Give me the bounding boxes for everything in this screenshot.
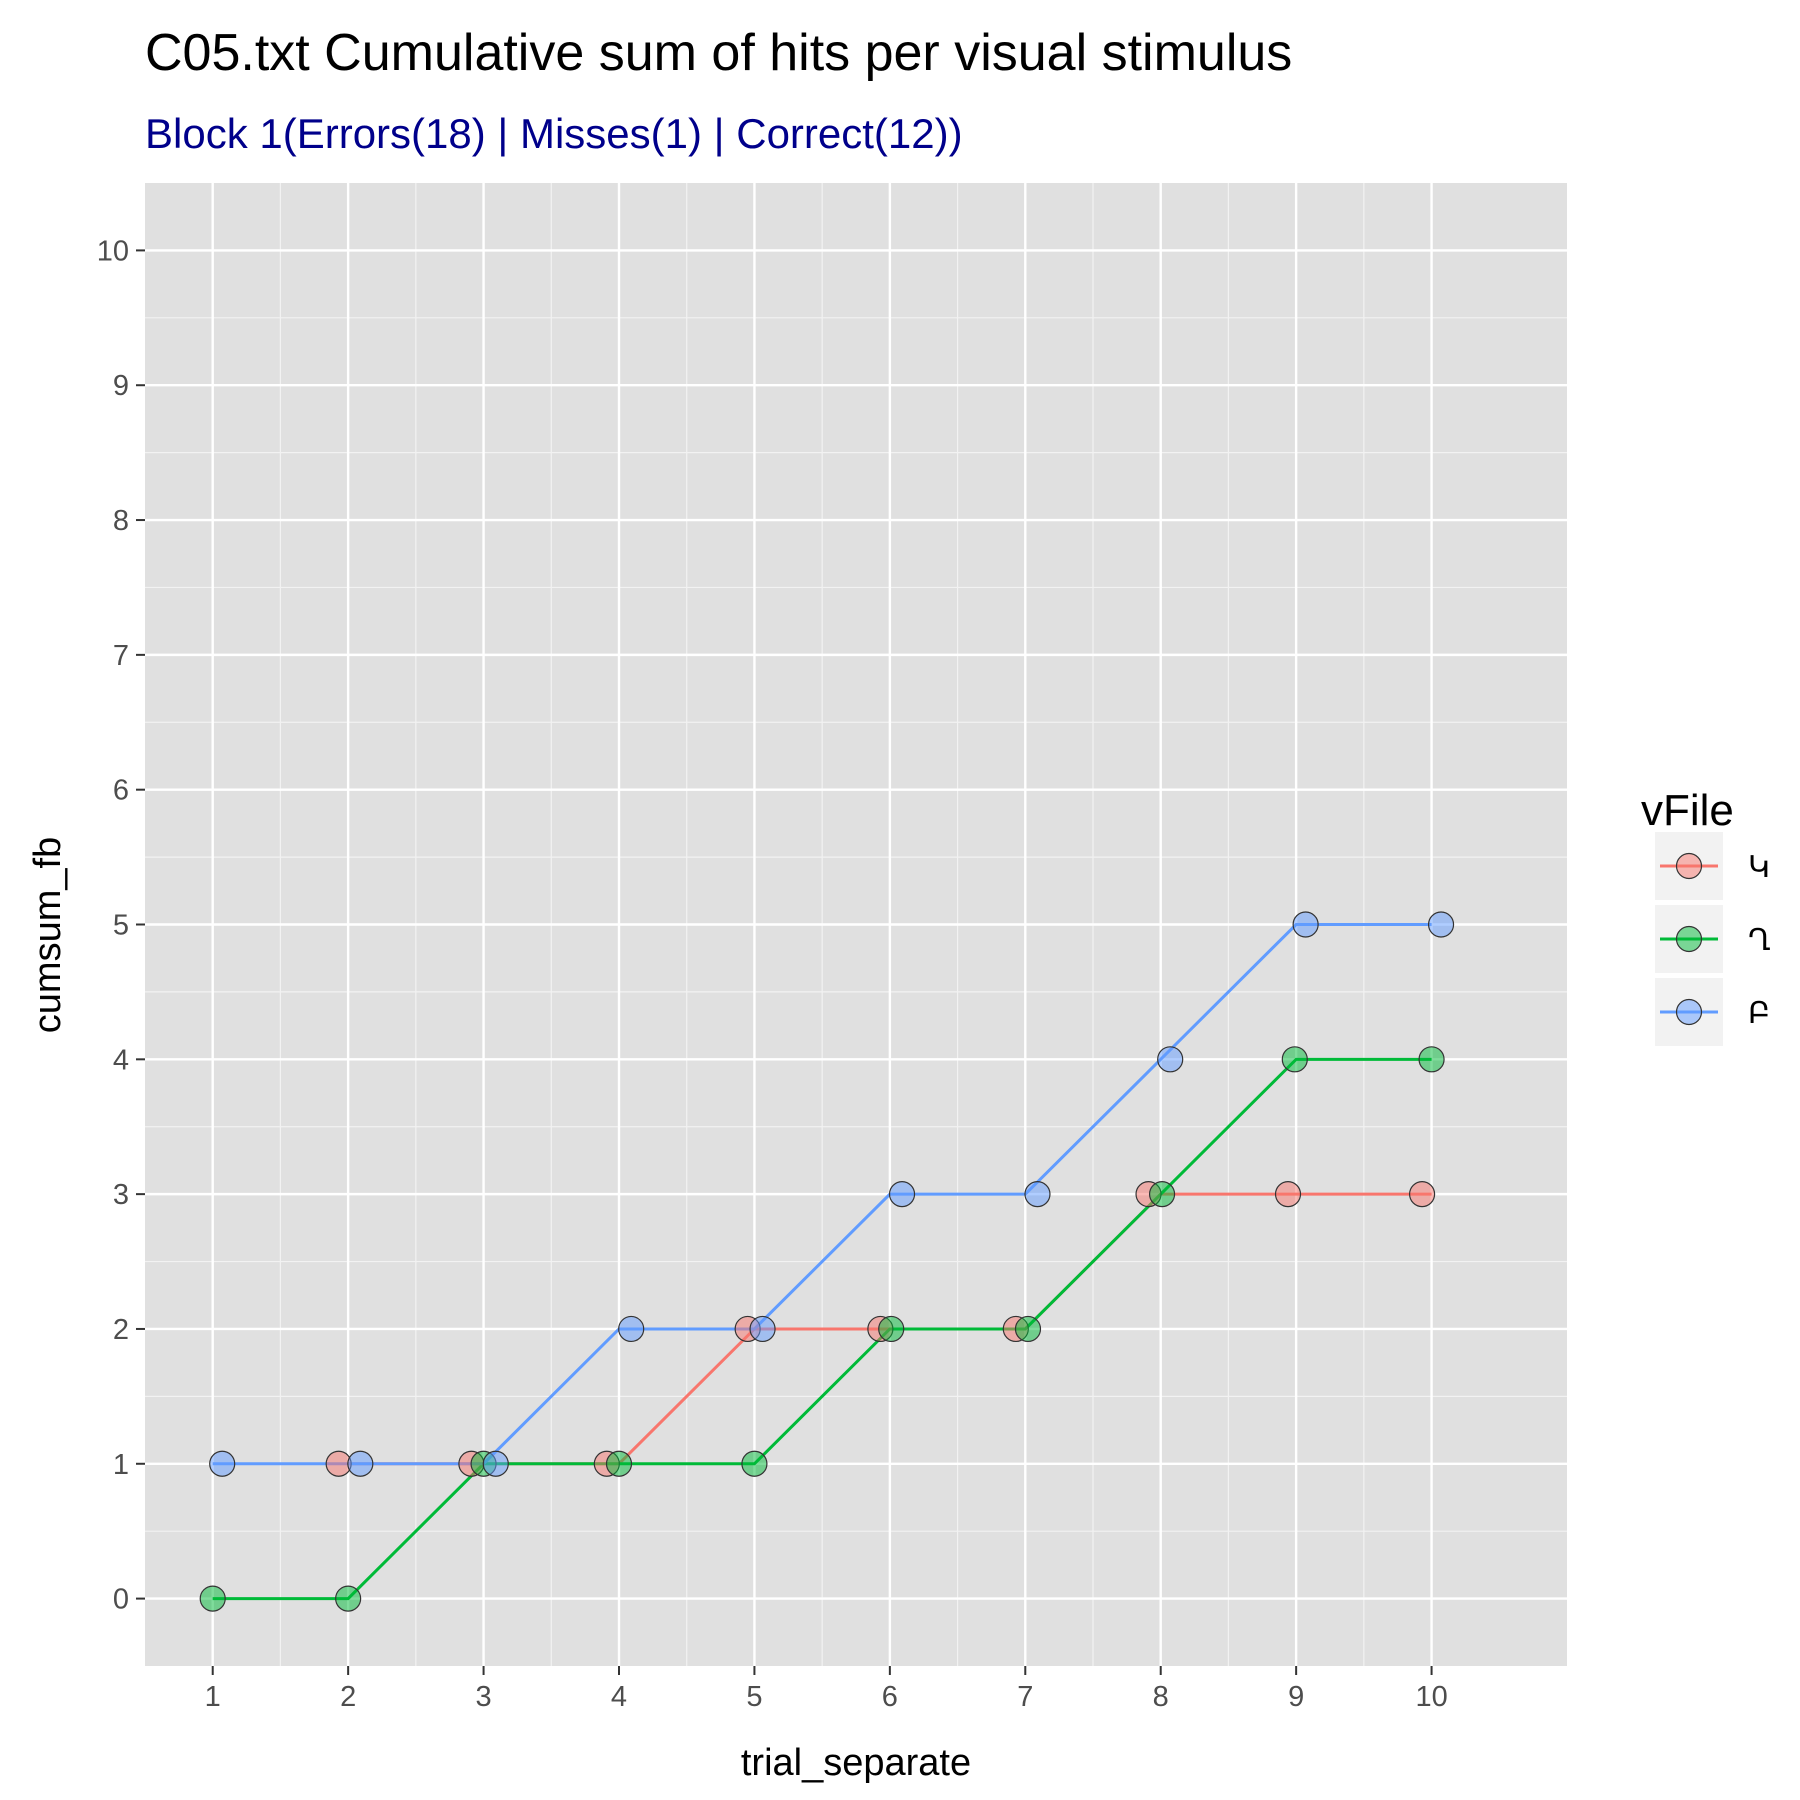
series-point-1 — [1274, 1181, 1302, 1208]
y-tick-label: 0 — [113, 1584, 129, 1616]
series-layer — [199, 911, 1455, 1612]
series-point-2 — [1281, 1046, 1308, 1073]
y-tick-label: 5 — [113, 910, 129, 942]
series-point-3 — [749, 1315, 776, 1343]
x-tick-label: 6 — [882, 1681, 898, 1713]
legend-key-point — [1675, 852, 1703, 880]
legend: vFile Կ Ղ Բ — [1641, 786, 1771, 1046]
y-tick-label: 4 — [113, 1044, 129, 1076]
x-tick-label: 1 — [205, 1681, 221, 1713]
y-axis-title: cumsum_fb — [27, 837, 69, 1033]
legend-title: vFile — [1641, 786, 1734, 835]
series-point-3 — [347, 1450, 374, 1477]
x-tick-label: 8 — [1153, 1681, 1169, 1713]
axes: 0 1 2 3 4 5 6 7 8 9 10 1 2 3 4 5 6 7 8 9 10 — [97, 235, 1448, 1713]
x-tick-label: 5 — [746, 1681, 762, 1713]
y-tick-label: 2 — [113, 1314, 129, 1346]
series-point-2 — [605, 1450, 633, 1477]
x-tick-label: 7 — [1017, 1681, 1033, 1713]
x-tick-label: 3 — [476, 1681, 492, 1713]
legend-label: Կ — [1748, 851, 1770, 884]
y-tick-label: 1 — [113, 1449, 129, 1481]
series-point-3 — [618, 1315, 645, 1343]
legend-label: Բ — [1748, 997, 1770, 1030]
y-tick-label: 9 — [113, 370, 129, 402]
series-point-2 — [1418, 1046, 1445, 1073]
series-point-2 — [1148, 1181, 1176, 1208]
y-tick-label: 6 — [113, 775, 129, 807]
series-point-3 — [209, 1450, 236, 1477]
x-tick-label: 10 — [1415, 1681, 1447, 1713]
y-tick-label: 7 — [113, 640, 129, 672]
series-point-3 — [1157, 1046, 1184, 1073]
series-point-2 — [335, 1585, 362, 1612]
x-tick-label: 4 — [611, 1681, 627, 1713]
chart-title: C05.txt Cumulative sum of hits per visua… — [145, 24, 1292, 82]
series-point-3 — [1024, 1181, 1051, 1208]
series-point-2 — [199, 1585, 226, 1612]
legend-label: Ղ — [1748, 924, 1771, 957]
x-axis-title: trial_separate — [741, 1742, 971, 1784]
series-point-1 — [1408, 1181, 1436, 1208]
series-point-2 — [1014, 1315, 1042, 1343]
x-tick-label: 9 — [1288, 1681, 1304, 1713]
legend-key-point — [1675, 998, 1703, 1026]
series-line-3 — [212, 923, 1432, 1466]
series-point-2 — [741, 1450, 768, 1477]
legend-key-point — [1675, 925, 1703, 953]
series-point-3 — [1427, 911, 1455, 938]
series-point-2 — [878, 1315, 905, 1343]
y-tick-label: 3 — [113, 1179, 129, 1211]
y-tick-label: 8 — [113, 505, 129, 537]
series-line-2 — [212, 1057, 1432, 1601]
y-tick-label: 10 — [97, 235, 129, 267]
series-point-3 — [482, 1450, 509, 1477]
series-point-3 — [888, 1181, 916, 1208]
chart-subtitle: Block 1(Errors(18) | Misses(1) | Correct… — [145, 110, 963, 157]
series-point-3 — [1292, 911, 1319, 938]
x-tick-label: 2 — [340, 1681, 356, 1713]
